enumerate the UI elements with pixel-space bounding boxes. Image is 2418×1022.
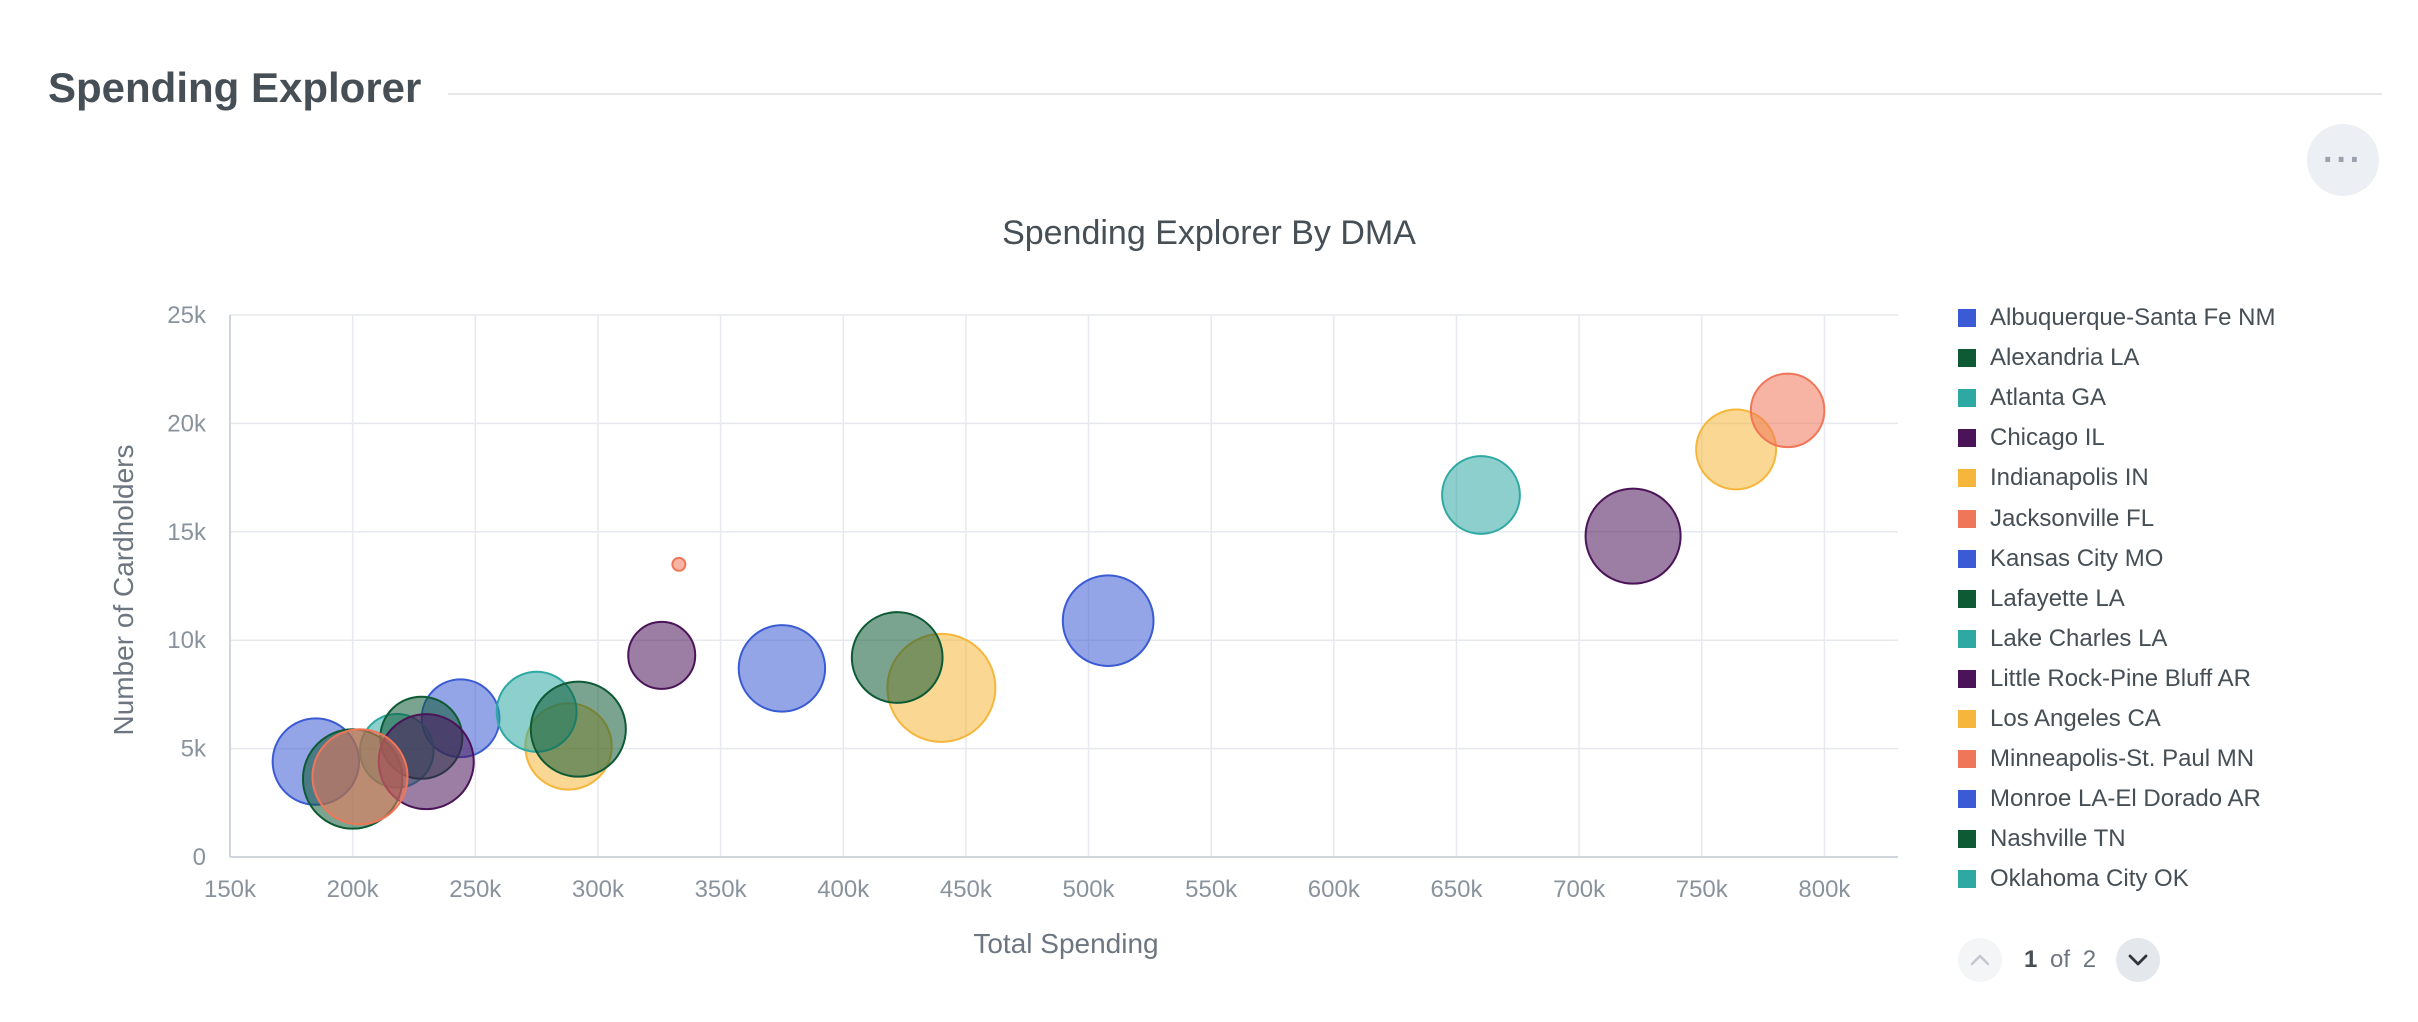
legend-label: Lake Charles LA — [1990, 624, 2168, 652]
legend-item[interactable]: Little Rock-Pine Bluff AR — [1958, 659, 2398, 699]
legend-item[interactable]: Minneapolis-St. Paul MN — [1958, 739, 2398, 779]
data-point[interactable] — [529, 680, 627, 778]
x-tick-label: 650k — [1430, 876, 1483, 903]
legend-page-total: 2 — [2082, 946, 2097, 973]
legend-swatch — [1958, 309, 1976, 328]
chevron-up-icon — [1970, 954, 1990, 966]
data-point[interactable] — [671, 556, 687, 572]
legend-swatch — [1958, 509, 1976, 528]
legend-swatch — [1958, 870, 1976, 889]
x-tick-label: 400k — [817, 876, 870, 903]
legend-label: Kansas City MO — [1990, 544, 2164, 572]
legend-item[interactable]: Los Angeles CA — [1958, 699, 2398, 739]
data-point[interactable] — [1061, 574, 1155, 668]
legend-label: Lafayette LA — [1990, 584, 2125, 612]
data-point[interactable] — [737, 624, 827, 713]
legend-label: Atlanta GA — [1990, 384, 2107, 412]
y-tick-label: 0 — [193, 844, 206, 871]
data-point[interactable] — [627, 620, 697, 690]
legend-item[interactable]: Nashville TN — [1958, 819, 2398, 859]
legend-swatch — [1958, 469, 1976, 488]
legend-label: Alexandria LA — [1990, 344, 2140, 372]
legend-label: Jacksonville FL — [1990, 504, 2155, 532]
legend-label: Indianapolis IN — [1990, 464, 2149, 492]
data-point[interactable] — [850, 611, 944, 704]
chart-legend: Albuquerque-Santa Fe NM Alexandria LA Atla… — [1958, 298, 2398, 899]
data-point[interactable] — [1749, 372, 1826, 449]
legend-item[interactable]: Chicago IL — [1958, 418, 2398, 458]
legend-swatch — [1958, 830, 1976, 849]
x-tick-label: 300k — [572, 876, 625, 903]
y-axis-label: Number of Cardholders — [108, 444, 139, 735]
legend-label: Little Rock-Pine Bluff AR — [1990, 664, 2252, 692]
legend-swatch — [1958, 750, 1976, 769]
legend-item[interactable]: Atlanta GA — [1958, 378, 2398, 418]
legend-swatch — [1958, 589, 1976, 608]
legend-item[interactable]: Monroe LA-El Dorado AR — [1958, 779, 2398, 819]
legend-item[interactable]: Kansas City MO — [1958, 539, 2398, 579]
legend-item[interactable]: Albuquerque-Santa Fe NM — [1958, 298, 2398, 338]
legend-item[interactable]: Indianapolis IN — [1958, 458, 2398, 498]
title-divider — [448, 93, 2382, 95]
y-tick-label: 20k — [167, 410, 207, 437]
legend-next-page-button[interactable] — [2116, 938, 2161, 982]
legend-item[interactable]: Jacksonville FL — [1958, 498, 2398, 538]
data-point[interactable] — [1584, 487, 1682, 585]
legend-label: Minneapolis-St. Paul MN — [1990, 745, 2255, 773]
x-tick-label: 700k — [1553, 876, 1606, 903]
legend-label: Monroe LA-El Dorado AR — [1990, 785, 2261, 813]
legend-item[interactable]: Lafayette LA — [1958, 579, 2398, 619]
legend-item[interactable]: Alexandria LA — [1958, 338, 2398, 378]
chart-grid — [230, 314, 1898, 857]
legend-swatch — [1958, 709, 1976, 728]
y-tick-label: 5k — [181, 736, 207, 763]
legend-label: Oklahoma City OK — [1990, 865, 2189, 893]
x-tick-label: 450k — [940, 876, 993, 903]
chart-title: Spending Explorer By DMA — [1002, 214, 1416, 252]
x-tick-label: 750k — [1676, 876, 1729, 903]
x-tick-label: 600k — [1308, 876, 1361, 903]
x-tick-label: 250k — [449, 876, 502, 903]
legend-swatch — [1958, 790, 1976, 809]
x-axis-label: Total Spending — [973, 928, 1158, 959]
legend-item[interactable]: Oklahoma City OK — [1958, 859, 2398, 899]
y-tick-label: 15k — [167, 519, 207, 546]
y-tick-label: 25k — [167, 302, 207, 329]
legend-swatch — [1958, 669, 1976, 688]
more-options-button[interactable]: ··· — [2307, 124, 2379, 196]
legend-label: Nashville TN — [1990, 825, 2126, 853]
x-tick-label: 150k — [204, 876, 257, 903]
legend-pager: 1 of 2 — [1958, 938, 2161, 982]
legend-page-indicator: 1 of 2 — [2024, 946, 2096, 974]
legend-prev-page-button[interactable] — [1958, 938, 2002, 982]
data-point[interactable] — [311, 728, 409, 826]
y-tick-label: 10k — [167, 627, 207, 654]
x-tick-label: 500k — [1063, 876, 1116, 903]
legend-swatch — [1958, 349, 1976, 368]
x-tick-label: 550k — [1185, 876, 1238, 903]
page-title: Spending Explorer — [48, 64, 422, 111]
x-tick-label: 350k — [695, 876, 748, 903]
legend-swatch — [1958, 549, 1976, 568]
chevron-down-icon — [2128, 954, 2148, 966]
legend-label: Los Angeles CA — [1990, 704, 2161, 732]
data-point[interactable] — [1441, 455, 1521, 535]
x-tick-label: 200k — [327, 876, 380, 903]
chart-points — [271, 372, 1826, 830]
legend-page-of: of — [2050, 946, 2071, 973]
chart-axes: 0 5k 10k 15k 20k 25k 150k 200k 250k 300k 350k 400k 4… — [167, 302, 1898, 903]
legend-label: Albuquerque-Santa Fe NM — [1990, 304, 2276, 332]
x-tick-label: 800k — [1798, 876, 1851, 903]
legend-swatch — [1958, 629, 1976, 648]
legend-page-current: 1 — [2024, 946, 2038, 973]
legend-swatch — [1958, 389, 1976, 408]
legend-swatch — [1958, 429, 1976, 448]
legend-label: Chicago IL — [1990, 424, 2105, 452]
legend-item[interactable]: Lake Charles LA — [1958, 619, 2398, 659]
